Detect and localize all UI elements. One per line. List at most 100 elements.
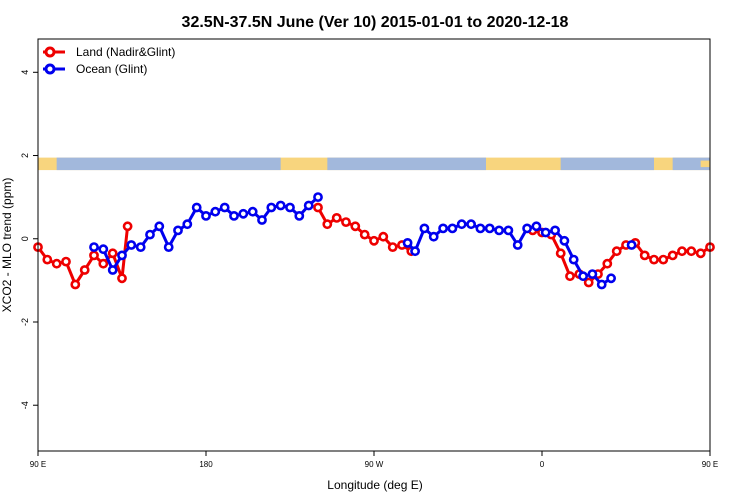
data-point [154,221,165,232]
data-point [531,221,542,232]
data-point [512,240,523,250]
y-tick-label: -2 [20,318,30,326]
data-point [107,265,118,275]
data-point [275,200,286,211]
data-point [606,273,616,284]
data-point [79,265,90,275]
data-point [695,248,706,259]
data-point [51,258,62,269]
data-point [568,254,579,265]
legend-label-land: Land (Nadir&Glint) [76,45,175,59]
legend: Land (Nadir&Glint) Ocean (Glint) [43,45,175,76]
data-point [331,212,342,223]
series-ocean [89,192,637,290]
data-point [540,227,551,238]
data-point [387,242,398,252]
data-point [611,246,622,257]
data-point [89,242,99,252]
data-point [257,215,267,225]
data-point [438,223,448,234]
data-point [578,271,588,282]
data-point [596,279,607,290]
y-tick-label: 4 [20,70,30,75]
x-tick-label: 90 E [30,460,46,469]
data-point [522,223,532,234]
data-point [419,223,430,234]
data-point [550,225,560,236]
data-point [89,250,99,261]
data-point [667,250,678,261]
data-point [456,219,467,230]
data-point [475,223,486,234]
data-point [285,202,295,213]
data-point [107,248,118,259]
x-axis: 90 E 180 90 W 0 90 E [30,451,718,469]
x-axis-label: Longitude (deg E) [327,478,422,492]
data-point [658,254,669,265]
band-land-speck [700,160,710,168]
data-point [201,210,211,221]
data-point [503,225,514,236]
data-point [649,254,659,265]
y-axis-label: XCO2 - MLO trend (ppm) [0,178,14,313]
band-ocean-segment [560,157,654,171]
data-point [428,231,439,242]
data-point [359,229,370,240]
data-point [677,246,687,257]
data-point [135,242,146,252]
y-tick-label: -4 [20,401,30,409]
data-point [122,221,133,232]
band-ocean-segment [327,157,486,171]
data-point [210,206,221,217]
data-point [98,258,109,269]
y-tick-label: 2 [20,153,30,158]
data-point [565,271,575,282]
data-point [350,221,361,232]
land-ocean-band [38,157,710,171]
data-point [555,248,566,259]
data-point [626,240,637,250]
data-point [313,202,323,213]
data-point [70,279,81,290]
y-axis: -4 -2 0 2 4 [20,70,38,409]
data-point [410,246,420,257]
data-point [219,202,230,213]
data-point [266,202,277,213]
x-tick-label: 90 E [702,460,718,469]
data-point [559,235,570,246]
data-point [369,235,379,246]
data-point [182,219,193,230]
data-point [42,254,53,265]
data-point [322,219,333,230]
band-ocean-segment [56,157,281,171]
legend-marker-ocean [44,63,56,75]
data-point [163,242,174,252]
legend-marker-land [44,46,56,58]
y-tick-label: 0 [20,236,30,241]
data-point [191,202,202,213]
data-point [602,258,613,269]
x-tick-label: 180 [199,460,213,469]
data-point [229,210,239,221]
legend-label-ocean: Ocean (Glint) [76,62,147,76]
data-point [313,192,323,202]
data-point [447,223,458,234]
data-point [484,223,495,234]
data-point [173,225,183,236]
data-point [341,217,351,227]
data-point [145,229,155,240]
data-point [583,277,594,288]
data-point [639,250,650,261]
data-point [402,237,413,248]
data-point [238,208,249,219]
data-point [587,269,598,279]
data-point [117,250,127,261]
data-point [98,244,109,255]
data-point [378,231,389,242]
data-point [494,225,504,236]
data-point [466,219,476,230]
data-point [247,206,258,217]
x-tick-label: 0 [540,460,545,469]
x-tick-label: 90 W [365,460,384,469]
